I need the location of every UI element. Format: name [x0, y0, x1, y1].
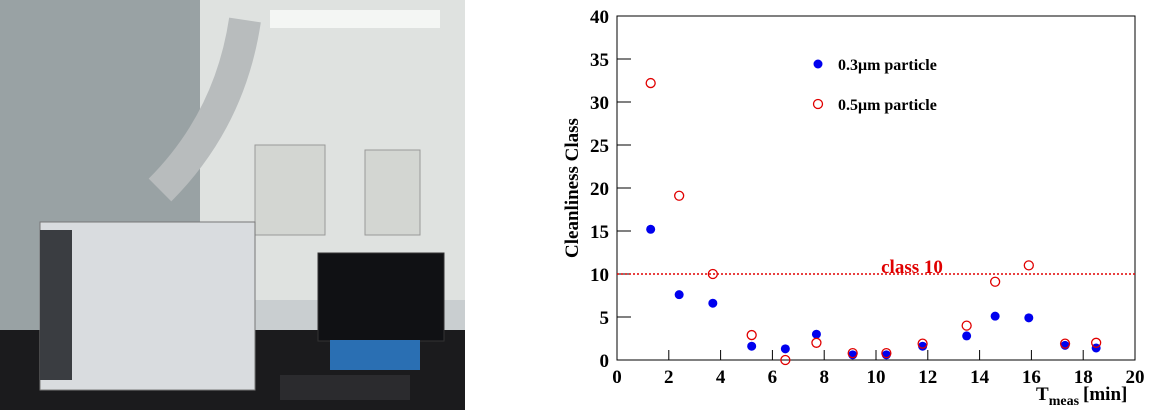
y-tick-label: 20	[590, 179, 609, 200]
tablet	[330, 340, 420, 370]
legend-label: 0.3μm particle	[838, 57, 937, 74]
point	[1023, 260, 1034, 271]
point	[646, 224, 656, 234]
y-tick-label: 30	[590, 93, 609, 114]
point	[918, 341, 928, 351]
point	[708, 298, 718, 308]
y-tick-label: 35	[590, 50, 609, 71]
point	[747, 341, 757, 351]
legend-marker	[812, 98, 824, 110]
legend-marker	[813, 59, 823, 69]
x-tick-label: 4	[716, 367, 726, 388]
x-tick-label: 8	[819, 367, 829, 388]
point	[1091, 343, 1101, 353]
point	[811, 329, 821, 339]
point	[645, 77, 656, 89]
point	[707, 268, 718, 280]
y-tick-label: 40	[590, 7, 609, 28]
x-tick-label: 10	[867, 367, 886, 388]
x-tick-label: 0	[612, 367, 622, 388]
point	[847, 347, 858, 359]
x-tick-label: 6	[768, 367, 778, 388]
x-axis-title-unit: [min]	[1083, 384, 1127, 405]
point	[780, 344, 790, 354]
point	[811, 337, 822, 348]
point	[961, 320, 972, 331]
instrument-front	[40, 230, 72, 380]
point	[1059, 338, 1071, 349]
legend-label: 0.5μm particle	[838, 97, 937, 114]
x-tick-label: 18	[1074, 367, 1093, 388]
x-tick-label: 12	[918, 367, 937, 388]
x-tick-label: 16	[1022, 367, 1041, 388]
duct	[148, 17, 261, 202]
cabinet	[364, 149, 421, 236]
point	[1024, 313, 1034, 323]
y-tick-label: 25	[590, 136, 609, 157]
y-tick-label: 0	[600, 351, 610, 372]
point	[962, 331, 972, 341]
x-tick-label: 20	[1126, 367, 1145, 388]
chart: Cleanliness Class Tmeas [min] 05101520253…	[562, 7, 1145, 409]
point	[674, 190, 685, 201]
monitor	[317, 252, 445, 342]
cabinet	[254, 144, 326, 236]
x-axis-title-main: T	[1036, 384, 1049, 405]
y-axis-title: Cleanliness Class	[562, 118, 583, 258]
instrument	[39, 221, 256, 391]
y-tick-label: 10	[590, 265, 609, 286]
keyboard	[280, 375, 410, 400]
y-tick-label: 15	[590, 222, 609, 243]
point	[917, 338, 928, 349]
point	[780, 354, 791, 366]
lamp	[270, 10, 440, 28]
point	[746, 329, 757, 341]
x-axis-title-sub: meas	[1049, 394, 1080, 409]
x-tick-label: 14	[970, 367, 990, 388]
point	[1091, 337, 1102, 348]
photo	[0, 0, 465, 410]
x-tick-label: 2	[664, 367, 674, 388]
point	[881, 347, 892, 359]
reference-label: class 10	[881, 257, 943, 278]
y-tick-label: 5	[600, 308, 610, 329]
point	[989, 276, 1001, 287]
point	[674, 290, 684, 300]
point	[990, 311, 1000, 321]
x-axis-title: Tmeas [min]	[1036, 384, 1127, 409]
